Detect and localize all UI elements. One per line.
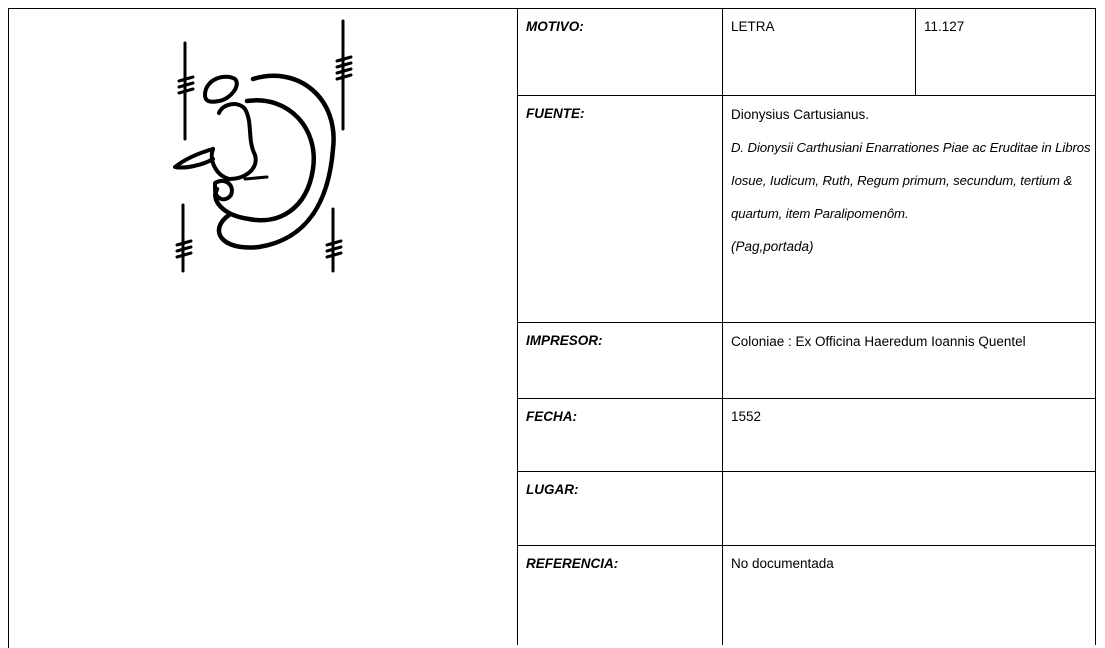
label-cell: FUENTE: — [517, 95, 723, 323]
field-label: MOTIVO: — [526, 19, 584, 34]
field-label: FECHA: — [526, 409, 577, 424]
pages: (Pag,portada) — [731, 239, 814, 254]
label-cell: FECHA: — [517, 398, 723, 472]
value-cell: LETRA — [722, 8, 916, 96]
field-label: IMPRESOR: — [526, 333, 603, 348]
value-cell: No documentada — [722, 545, 1096, 645]
author: Dionysius Cartusianus. — [731, 107, 870, 122]
label-cell: IMPRESOR: — [517, 322, 723, 399]
label-cell: MOTIVO: — [517, 8, 723, 96]
label-cell: REFERENCIA: — [517, 545, 723, 645]
image-cell — [8, 8, 518, 648]
field-label: FUENTE: — [526, 106, 585, 121]
value-cell: Coloniae : Ex Officina Haeredum Ioannis … — [722, 322, 1096, 399]
value-cell: 1552 — [722, 398, 1096, 472]
page: MOTIVO: LETRA 11.127 FUENTE: Dionysius C… — [8, 8, 1096, 648]
field-value: 1552 — [731, 409, 762, 424]
field-value: Dionysius Cartusianus. D. Dionysii Carth… — [731, 98, 1091, 263]
value-cell — [722, 471, 1096, 546]
value-cell: Dionysius Cartusianus. D. Dionysii Carth… — [722, 95, 1096, 323]
field-value: No documentada — [731, 556, 834, 571]
record-number: 11.127 — [924, 19, 965, 34]
field-value: Coloniae : Ex Officina Haeredum Ioannis … — [731, 334, 1026, 349]
title: D. Dionysii Carthusiani Enarrationes Pia… — [731, 140, 1091, 221]
field-label: REFERENCIA: — [526, 556, 619, 571]
field-value: LETRA — [731, 19, 775, 34]
number-cell: 11.127 — [915, 8, 1096, 96]
letter-drawing — [173, 19, 353, 273]
field-label: LUGAR: — [526, 482, 579, 497]
label-cell: LUGAR: — [517, 471, 723, 546]
